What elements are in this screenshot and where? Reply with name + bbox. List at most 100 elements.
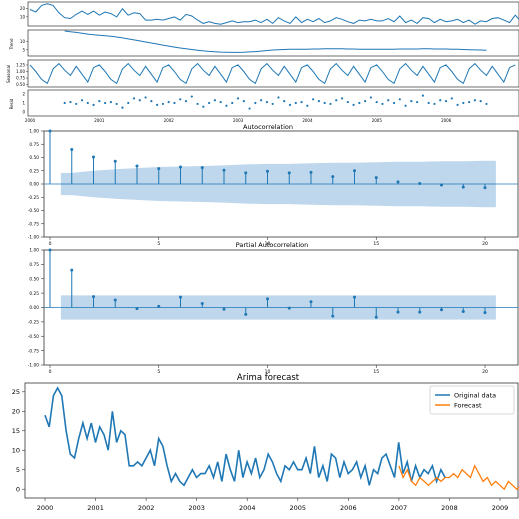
acf-marker <box>353 169 356 173</box>
forecast-series-forecast <box>398 464 519 491</box>
seasonal-ytick-label: 0.75 <box>16 76 25 81</box>
resid-point <box>340 97 344 100</box>
pacf-xtick-label: 10 <box>265 369 271 375</box>
decompose-xtick-label: 2002 <box>164 118 175 123</box>
resid-point <box>346 100 349 104</box>
pacf-marker <box>70 268 74 272</box>
pacf-marker <box>483 311 487 315</box>
resid-point <box>219 100 222 104</box>
acf-marker <box>135 164 139 168</box>
pacf-ytick-label: -0.75 <box>28 348 39 354</box>
pacf-xtick-label: 15 <box>373 369 379 375</box>
resid-point <box>450 97 453 100</box>
pacf-ytick-label: 0.00 <box>29 305 39 311</box>
resid-point <box>225 104 228 107</box>
resid-point <box>184 100 188 103</box>
seasonal-ytick-label: 0.50 <box>16 82 25 87</box>
forecast-ytick-label: 25 <box>12 388 20 396</box>
acf-ytick-label: -0.75 <box>28 221 39 227</box>
decompose-trend-frame <box>27 29 519 57</box>
resid-point <box>156 103 159 106</box>
pacf-marker <box>92 295 95 299</box>
resid-point <box>167 100 170 104</box>
decompose-observed-frame <box>27 1 519 27</box>
acf-marker <box>179 165 182 169</box>
resid-point <box>277 96 280 99</box>
resid-point <box>416 100 419 104</box>
resid-ytick-label: 1 <box>22 101 25 106</box>
resid-point <box>479 100 482 103</box>
trend-ytick-label: 10 <box>20 39 26 44</box>
forecast-series-original <box>44 386 446 487</box>
forecast-xtick-label: 2007 <box>391 504 408 512</box>
acf-xtick-label: 15 <box>373 241 379 247</box>
decompose-trend-ylabel: Trend <box>9 38 14 50</box>
resid-point <box>109 100 113 104</box>
resid-ytick-label: 0 <box>22 110 25 115</box>
acf-marker <box>396 180 400 184</box>
forecast-xtick-label: 2008 <box>441 504 458 512</box>
seasonal-ytick-label: 1.00 <box>16 69 25 74</box>
pacf-marker <box>331 314 335 318</box>
pacf-plot: 1.00 0.75 0.50 0.25 0.00 -0.25 -0.50 -0.75 -1.00… <box>28 248 518 375</box>
resid-point <box>387 99 390 102</box>
resid-point <box>236 97 240 100</box>
resid-point <box>190 95 193 98</box>
acf-panel: Autocorrelation 1.00 0.75 0.50 0.25 0.00 -0.2… <box>28 123 519 247</box>
decompose-seasonal-plot: 1.25 1.00 0.750.50 <box>16 62 516 87</box>
resid-point <box>335 99 338 102</box>
pacf-marker <box>222 307 226 311</box>
resid-point <box>410 100 413 103</box>
pacf-marker <box>200 301 204 305</box>
resid-point <box>358 101 361 105</box>
decompose-xtick-label: 2004 <box>302 118 313 123</box>
resid-point <box>242 100 245 103</box>
forecast-ytick-label: 0 <box>16 486 20 494</box>
decompose-xtick-label: 2003 <box>233 118 244 123</box>
acf-ytick-label: 0.75 <box>29 142 39 148</box>
resid-point <box>254 101 257 105</box>
forecast-xtick-label: 2005 <box>290 504 307 512</box>
pacf-marker <box>48 248 52 252</box>
resid-point <box>369 96 373 99</box>
resid-point <box>352 103 355 106</box>
acf-xtick-label: 10 <box>265 241 271 247</box>
resid-point <box>132 97 136 100</box>
acf-marker <box>418 181 422 185</box>
acf-marker <box>222 168 226 172</box>
pacf-ytick-label: -0.25 <box>28 320 39 326</box>
forecast-frame <box>24 382 519 499</box>
pacf-ytick-label: 1.00 <box>29 248 39 254</box>
forecast-xtick-label: 2001 <box>87 504 104 512</box>
resid-point <box>329 102 332 106</box>
pacf-marker <box>309 300 313 304</box>
acf-marker <box>483 186 487 190</box>
decompose-xtick-label: 2006 <box>441 118 452 123</box>
resid-point <box>248 107 251 110</box>
forecast-title: Arima forecast <box>237 373 300 383</box>
pacf-ytick-label: -1.00 <box>28 363 39 369</box>
resid-point <box>392 101 396 105</box>
resid-point <box>381 102 384 106</box>
decompose-xtick-label: 2005 <box>372 118 383 123</box>
resid-point <box>317 100 321 103</box>
acf-marker <box>440 183 443 187</box>
pacf-marker <box>244 312 248 316</box>
forecast-xtick-label: 2004 <box>239 504 256 512</box>
pacf-ytick-label: 0.75 <box>29 262 39 268</box>
resid-point <box>208 101 211 105</box>
resid-point <box>265 100 269 104</box>
acf-ytick-label: -0.25 <box>28 195 39 201</box>
resid-point <box>80 99 84 102</box>
resid-point <box>121 106 124 109</box>
acf-ytick-label: -0.50 <box>28 208 39 214</box>
resid-point <box>421 94 425 97</box>
acf-marker <box>244 171 248 175</box>
decompose-resid-frame <box>27 89 519 117</box>
acf-marker <box>266 169 269 173</box>
resid-point <box>456 103 459 106</box>
pacf-title: Partial Autocorrelation <box>236 241 308 249</box>
trend-line <box>64 30 487 53</box>
decompose-seasonal-panel: Seasonal 1.25 1.00 0.750.50 <box>6 59 519 88</box>
